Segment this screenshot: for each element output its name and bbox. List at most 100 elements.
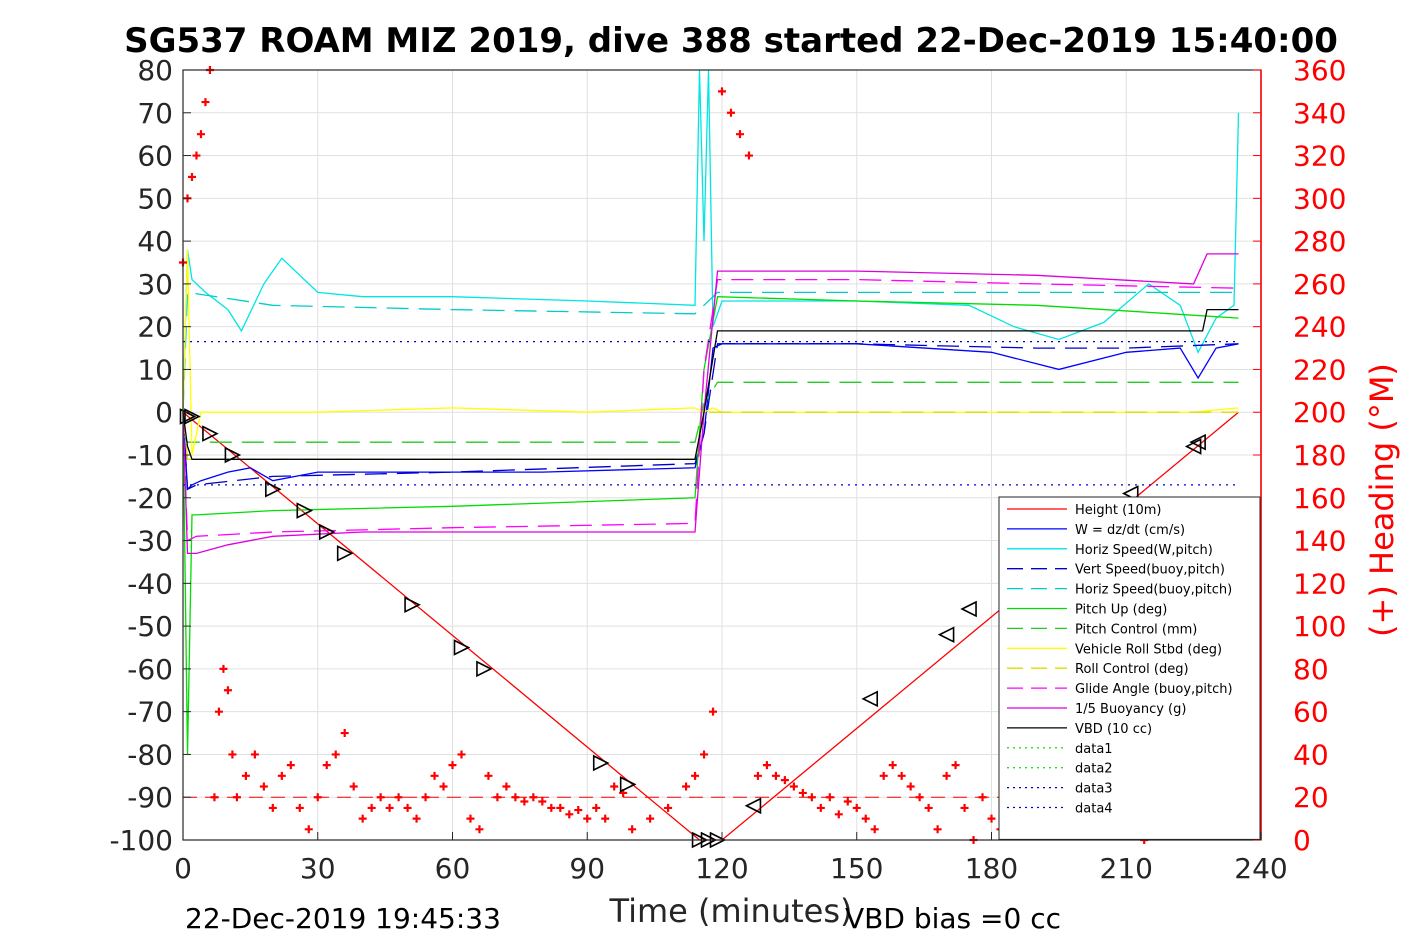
y2-tick-label: 360 xyxy=(1293,54,1346,87)
heading-point xyxy=(610,782,619,791)
heading-point xyxy=(430,771,439,780)
y-tick-label: -60 xyxy=(127,653,173,686)
waypoint-marker xyxy=(861,690,879,708)
waypoint-marker xyxy=(202,425,219,442)
heading-point xyxy=(843,797,852,806)
waypoint-marker xyxy=(1189,433,1206,451)
x-tick-label: 210 xyxy=(1100,852,1153,885)
waypoint-marker xyxy=(960,600,977,618)
waypoint-marker xyxy=(265,480,282,498)
y-tick-label: -30 xyxy=(127,525,173,558)
x-axis-label: Time (minutes) xyxy=(609,892,853,930)
heading-point xyxy=(960,803,969,812)
heading-point xyxy=(304,825,313,834)
heading-point xyxy=(277,771,286,780)
legend-entry: W = dz/dt (cm/s) xyxy=(1075,523,1185,538)
y-tick-label: 50 xyxy=(137,182,173,215)
waypoint-marker xyxy=(937,626,955,643)
y2-tick-label: 200 xyxy=(1293,396,1346,429)
heading-point xyxy=(529,793,538,802)
heading-point xyxy=(367,803,376,812)
heading-point xyxy=(726,108,735,117)
heading-point xyxy=(228,750,237,759)
heading-point xyxy=(322,761,331,770)
legend: Height (10m) W = dz/dt (cm/s) Horiz Speed(… xyxy=(998,496,1261,840)
heading-point xyxy=(394,793,403,802)
y-axis-left: 80 70 60 50 40 30 20 10 0 -10 -20 -30 -40 -50 -60 -70 -8… xyxy=(109,54,191,857)
heading-point xyxy=(201,98,210,107)
heading-point xyxy=(214,707,223,716)
legend-entry: Roll Control (deg) xyxy=(1075,662,1189,677)
legend-entry: Horiz Speed(buoy,pitch) xyxy=(1075,583,1232,598)
heading-point xyxy=(219,664,228,673)
legend-entry: data4 xyxy=(1075,802,1113,817)
heading-point xyxy=(744,151,753,160)
legend-entry: Glide Angle (buoy,pitch) xyxy=(1075,682,1233,697)
y2-tick-label: 240 xyxy=(1293,311,1346,344)
series-line-3 xyxy=(182,343,1239,491)
y-tick-label: -20 xyxy=(127,482,173,515)
y-tick-label: -90 xyxy=(127,781,173,814)
waypoint-marker xyxy=(619,776,637,793)
heading-point xyxy=(879,771,888,780)
heading-point xyxy=(475,825,484,834)
y2-tick-label: 20 xyxy=(1293,781,1329,814)
heading-point xyxy=(502,782,511,791)
y-tick-label: 80 xyxy=(137,54,173,87)
heading-point xyxy=(628,825,637,834)
heading-point xyxy=(888,761,897,770)
series-line-7 xyxy=(182,249,1239,456)
y-tick-label: 60 xyxy=(137,140,173,173)
waypoint-marker xyxy=(224,446,242,464)
waypoint-marker xyxy=(318,523,336,541)
heading-point xyxy=(358,814,367,823)
heading-point xyxy=(897,771,906,780)
heading-point xyxy=(771,771,780,780)
heading-point xyxy=(933,825,942,834)
y2-tick-label: 0 xyxy=(1293,824,1311,857)
heading-point xyxy=(565,810,574,819)
x-tick-label: 120 xyxy=(695,852,748,885)
heading-point xyxy=(852,803,861,812)
heading-point xyxy=(376,793,385,802)
legend-entry: Horiz Speed(W,pitch) xyxy=(1075,543,1213,558)
legend-entry: 1/5 Buoyancy (g) xyxy=(1075,702,1186,717)
heading-point xyxy=(538,797,547,806)
heading-point xyxy=(223,686,232,695)
legend-entry: Vehicle Roll Stbd (deg) xyxy=(1075,642,1222,657)
heading-point xyxy=(664,803,673,812)
heading-point xyxy=(268,803,277,812)
legend-entry: Pitch Up (deg) xyxy=(1075,603,1167,618)
heading-point xyxy=(439,782,448,791)
y2-tick-label: 180 xyxy=(1293,439,1346,472)
heading-point xyxy=(187,172,196,181)
y-tick-label: 30 xyxy=(137,268,173,301)
series-line-4 xyxy=(182,291,1239,413)
series-line-5 xyxy=(182,296,1239,755)
y-tick-label: 0 xyxy=(155,396,173,429)
y-tick-label: 20 xyxy=(137,311,173,344)
footer-timestamp: 22-Dec-2019 19:45:33 xyxy=(185,902,501,935)
x-tick-label: 150 xyxy=(830,852,883,885)
heading-point xyxy=(241,771,250,780)
heading-point xyxy=(232,793,241,802)
heading-point xyxy=(951,761,960,770)
y-tick-label: 40 xyxy=(137,225,173,258)
y2-tick-label: 120 xyxy=(1293,567,1346,600)
x-tick-label: 240 xyxy=(1234,852,1287,885)
waypoint-marker xyxy=(592,754,610,772)
heading-point xyxy=(313,793,322,802)
heading-point xyxy=(295,803,304,812)
heading-point xyxy=(834,810,843,819)
legend-entry: Vert Speed(buoy,pitch) xyxy=(1075,563,1225,578)
heading-point xyxy=(825,793,834,802)
legend-entry: data1 xyxy=(1075,742,1113,757)
y-tick-label: -70 xyxy=(127,696,173,729)
heading-point xyxy=(421,793,430,802)
y2-tick-label: 160 xyxy=(1293,482,1346,515)
heading-point xyxy=(987,814,996,823)
heading-point xyxy=(259,782,268,791)
heading-point xyxy=(789,782,798,791)
heading-point xyxy=(448,761,457,770)
